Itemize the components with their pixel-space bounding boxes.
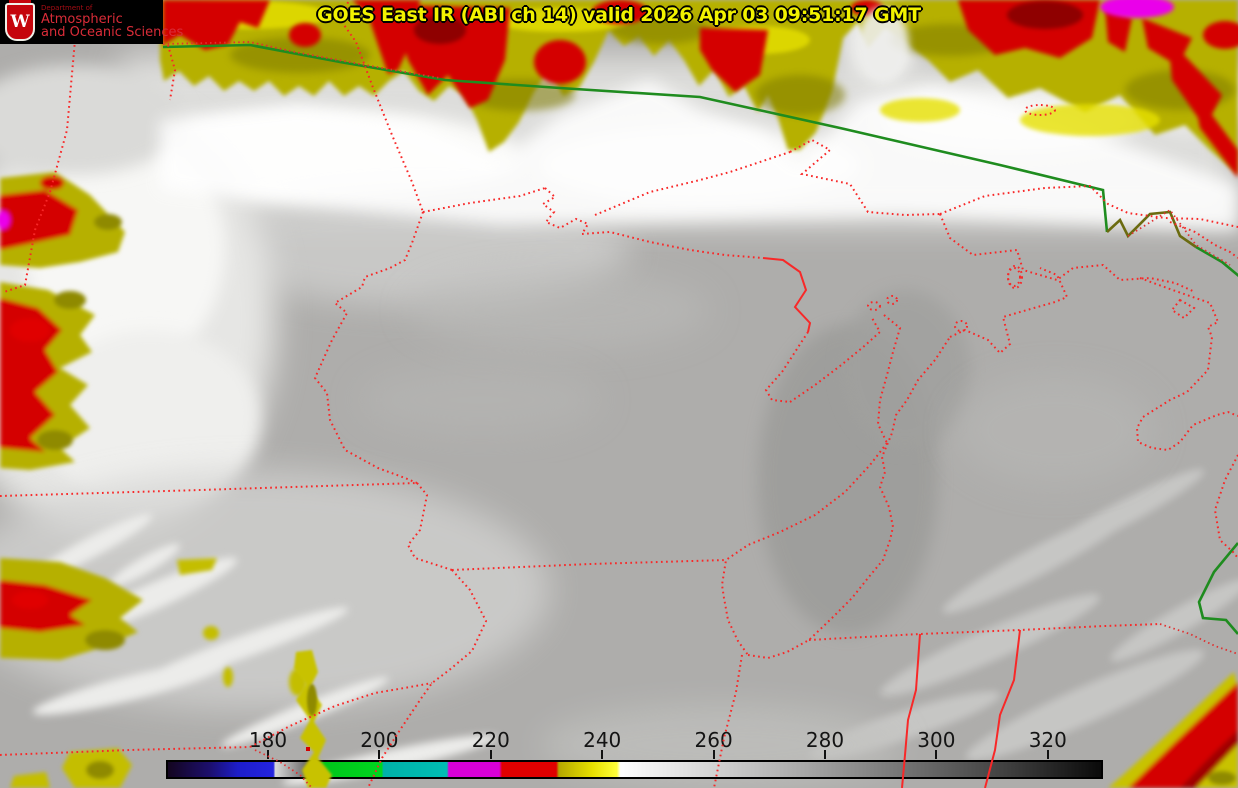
cold-cloud-enhancement-bottom-right bbox=[1108, 672, 1238, 788]
mississippi-border bbox=[313, 211, 488, 788]
colorbar-tick-label: 220 bbox=[471, 728, 510, 752]
state-border-nw bbox=[340, 1, 424, 213]
mn-ia-border bbox=[0, 482, 418, 497]
cold-streak-over-colorbar bbox=[294, 650, 332, 788]
green-bay-shoreline bbox=[764, 295, 902, 444]
mi-in-border bbox=[808, 623, 1161, 641]
colorbar-tick-label: 240 bbox=[583, 728, 622, 752]
colorbar-tick-mark bbox=[601, 750, 604, 759]
colorbar-tick-mark bbox=[378, 750, 381, 759]
colorbar-tick-mark bbox=[712, 750, 715, 759]
colorbar-tick-label: 280 bbox=[805, 728, 845, 752]
cold-cloud-enhancement-top bbox=[160, 0, 1238, 178]
colorbar-tick-mark bbox=[267, 750, 269, 759]
ia-mo-border bbox=[0, 746, 251, 756]
colorbar-tick-label: 180 bbox=[248, 728, 288, 752]
lake-huron-shoreline bbox=[1135, 277, 1238, 452]
colorbar-tick-label: 260 bbox=[694, 728, 733, 752]
crest-letter: W bbox=[10, 12, 30, 32]
colorbar-tick-mark bbox=[824, 750, 826, 759]
uw-aos-logo: W Department of Atmospheric and Oceanic … bbox=[0, 0, 183, 44]
in-oh-border bbox=[984, 629, 1021, 788]
colorbar-tick-label: 300 bbox=[917, 728, 956, 752]
logo-text: Department of Atmospheric and Oceanic Sc… bbox=[41, 3, 184, 41]
logo-dept-line: Department of bbox=[41, 3, 93, 12]
lake-michigan-east-shore bbox=[747, 336, 951, 660]
international-border bbox=[162, 43, 1238, 635]
image-title: GOES East IR (ABI ch 14) valid 2026 Apr … bbox=[317, 4, 921, 26]
colorbar-gradient bbox=[166, 760, 1103, 779]
colorbar-tick-mark bbox=[935, 750, 938, 759]
up-south-shore bbox=[939, 213, 1196, 293]
logo-name-line2: and Oceanic Sciences bbox=[41, 25, 184, 41]
lake-superior-shoreline bbox=[422, 104, 1238, 259]
colorbar-tick-mark bbox=[1046, 750, 1049, 759]
cold-cloud-enhancement-left bbox=[0, 172, 307, 788]
wi-il-border bbox=[451, 559, 727, 571]
menominee-river bbox=[762, 257, 812, 333]
lake-michigan-west-shore bbox=[720, 442, 888, 656]
uw-crest-icon: W bbox=[5, 0, 35, 41]
logo-name-line1: Atmospheric bbox=[41, 11, 123, 27]
colorbar-tick-label: 320 bbox=[1028, 728, 1067, 752]
colorbar-tick-mark bbox=[489, 750, 492, 759]
coldest-cloud-magenta bbox=[1100, 0, 1174, 18]
colorbar-tick-label: 200 bbox=[360, 728, 399, 752]
il-in-border bbox=[713, 654, 743, 788]
